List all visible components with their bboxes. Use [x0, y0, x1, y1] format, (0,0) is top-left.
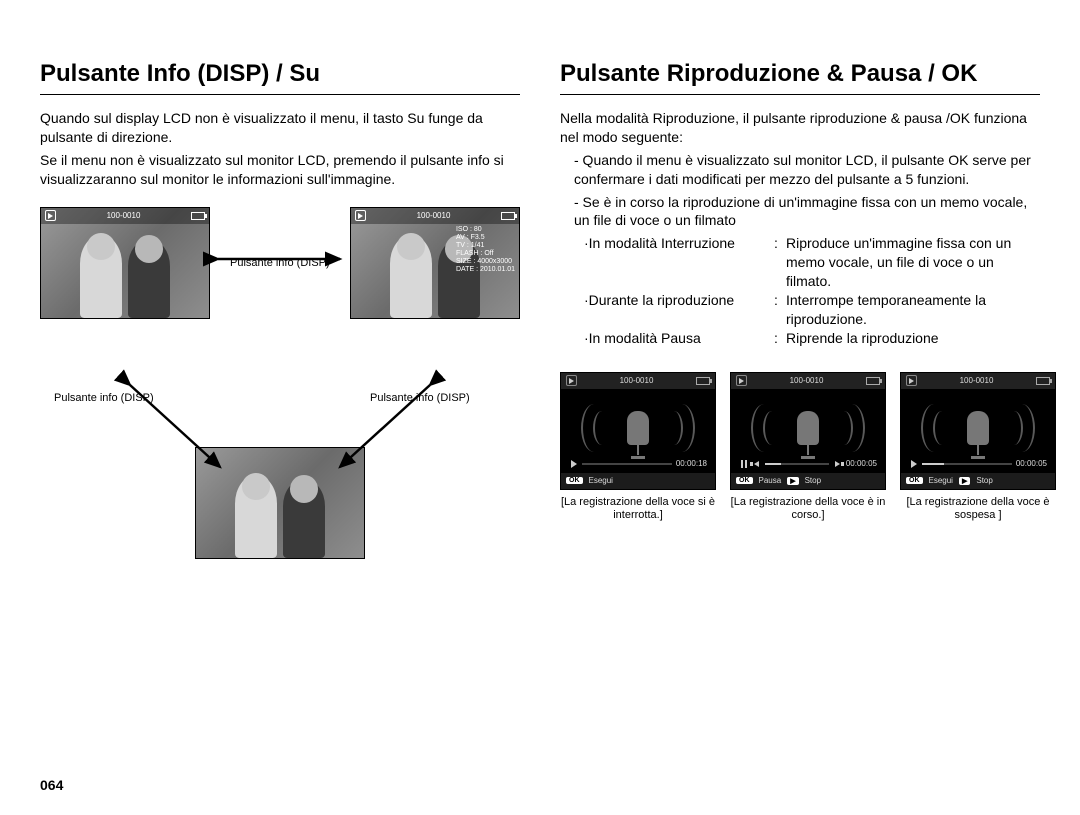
control-label: Stop: [976, 476, 992, 485]
key-badge: OK: [566, 477, 583, 484]
voice-screen-1: 100-0010 00:00:05 OK Pausa ▶ Stop: [730, 372, 886, 490]
battery-icon: [1036, 377, 1050, 385]
voice-screen-0: 100-0010 00:00:18 OK Esegui: [560, 372, 716, 490]
play-icon: [909, 459, 918, 468]
voice-block-1: 100-0010 00:00:05 OK Pausa ▶ Stop [La registra…: [730, 372, 886, 524]
left-heading: Pulsante Info (DISP) / Su: [40, 60, 520, 95]
microphone-icon: [627, 411, 649, 445]
page-number: 064: [40, 777, 63, 793]
thumb-bottom: [195, 447, 365, 559]
folder-label: 100-0010: [417, 211, 451, 220]
playback-icon: [566, 375, 577, 386]
thumb-top-right: 100-0010 ISO : 80 AV : F3.5 TV : 1/41 FL…: [350, 207, 520, 319]
time-label: 00:00:05: [846, 459, 877, 468]
playback-icon: [906, 375, 917, 386]
diagram-label-bl: Pulsante info (DISP): [54, 392, 154, 404]
progress-bar: 00:00:05: [909, 459, 1047, 469]
mode-row-3: ·In modalità Pausa : Riprende la riprodu…: [584, 329, 1040, 348]
pause-icon: [739, 459, 748, 468]
mic-graphic: [901, 393, 1055, 463]
thumb-top-left: 100-0010: [40, 207, 210, 319]
left-para-2: Se il menu non è visualizzato sul monito…: [40, 151, 520, 189]
key-badge: OK: [906, 477, 923, 484]
voice-caption-0: [La registrazione della voce si è interr…: [560, 496, 716, 524]
key-badge: ▶: [959, 477, 970, 485]
playback-icon: [355, 210, 366, 221]
column-left: Pulsante Info (DISP) / Su Quando sul dis…: [40, 60, 520, 607]
folder-label: 100-0010: [960, 376, 994, 385]
mic-graphic: [561, 393, 715, 463]
mode-row-1-label: ·In modalità Interruzione: [584, 234, 774, 291]
disp-diagram: 100-0010 100-0010 ISO : 80 AV : F3.5 TV …: [40, 207, 520, 607]
voice-block-0: 100-0010 00:00:18 OK Esegui [La registrazion…: [560, 372, 716, 524]
voice-screen-2: 100-0010 00:00:05 OK Esegui ▶ Stop: [900, 372, 1056, 490]
control-label: Esegui: [589, 476, 613, 485]
right-dash-1: - Quando il menu è visualizzato sul moni…: [574, 151, 1040, 189]
diagram-label-br: Pulsante info (DISP): [370, 392, 470, 404]
control-label: Esegui: [929, 476, 953, 485]
mode-row-2-val: Interrompe temporaneamente la riproduzio…: [786, 291, 1040, 329]
page-content: Pulsante Info (DISP) / Su Quando sul dis…: [40, 60, 1040, 607]
playback-icon: [45, 210, 56, 221]
fastforward-icon: [833, 459, 842, 468]
mode-row-3-val: Riprende la riproduzione: [786, 329, 1040, 348]
folder-label: 100-0010: [107, 211, 141, 220]
key-badge: OK: [736, 477, 753, 484]
controls-bar: OK Esegui: [561, 473, 715, 489]
thumb-info-text: ISO : 80 AV : F3.5 TV : 1/41 FLASH : Off…: [456, 226, 515, 274]
controls-bar: OK Esegui ▶ Stop: [901, 473, 1055, 489]
voice-caption-2: [La registrazione della voce è sospesa ]: [900, 496, 1056, 524]
controls-bar: OK Pausa ▶ Stop: [731, 473, 885, 489]
mode-row-2-label: ·Durante la riproduzione: [584, 291, 774, 329]
play-icon: [569, 459, 578, 468]
mode-row-1: ·In modalità Interruzione : Riproduce un…: [584, 234, 1040, 291]
voice-caption-1: [La registrazione della voce è in corso.…: [730, 496, 886, 524]
folder-label: 100-0010: [620, 376, 654, 385]
voice-block-2: 100-0010 00:00:05 OK Esegui ▶ Stop [La registr…: [900, 372, 1056, 524]
control-label: Stop: [805, 476, 821, 485]
diagram-label-center: Pulsante info (DISP): [230, 257, 330, 269]
right-heading: Pulsante Riproduzione & Pausa / OK: [560, 60, 1040, 95]
mode-row-1-val: Riproduce un'immagine fissa con un memo …: [786, 234, 1040, 291]
mode-row-3-label: ·In modalità Pausa: [584, 329, 774, 348]
progress-bar: 00:00:18: [569, 459, 707, 469]
key-badge: ▶: [787, 477, 798, 485]
folder-label: 100-0010: [790, 376, 824, 385]
control-label: Pausa: [759, 476, 782, 485]
playback-icon: [736, 375, 747, 386]
right-para-1: Nella modalità Riproduzione, il pulsante…: [560, 109, 1040, 147]
mode-row-2: ·Durante la riproduzione : Interrompe te…: [584, 291, 1040, 329]
right-dash-2: - Se è in corso la riproduzione di un'im…: [574, 193, 1040, 231]
mic-graphic: [731, 393, 885, 463]
microphone-icon: [967, 411, 989, 445]
battery-icon: [696, 377, 710, 385]
voice-screens-row: 100-0010 00:00:18 OK Esegui [La registrazion…: [560, 372, 1040, 524]
mode-row-sep: :: [774, 291, 786, 329]
left-para-1: Quando sul display LCD non è visualizzat…: [40, 109, 520, 147]
battery-icon: [866, 377, 880, 385]
battery-icon: [191, 212, 205, 220]
mode-row-sep: :: [774, 234, 786, 291]
microphone-icon: [797, 411, 819, 445]
column-right: Pulsante Riproduzione & Pausa / OK Nella…: [560, 60, 1040, 607]
time-label: 00:00:18: [676, 459, 707, 468]
battery-icon: [501, 212, 515, 220]
time-label: 00:00:05: [1016, 459, 1047, 468]
progress-bar: 00:00:05: [739, 459, 877, 469]
rewind-icon: [752, 459, 761, 468]
mode-row-sep: :: [774, 329, 786, 348]
